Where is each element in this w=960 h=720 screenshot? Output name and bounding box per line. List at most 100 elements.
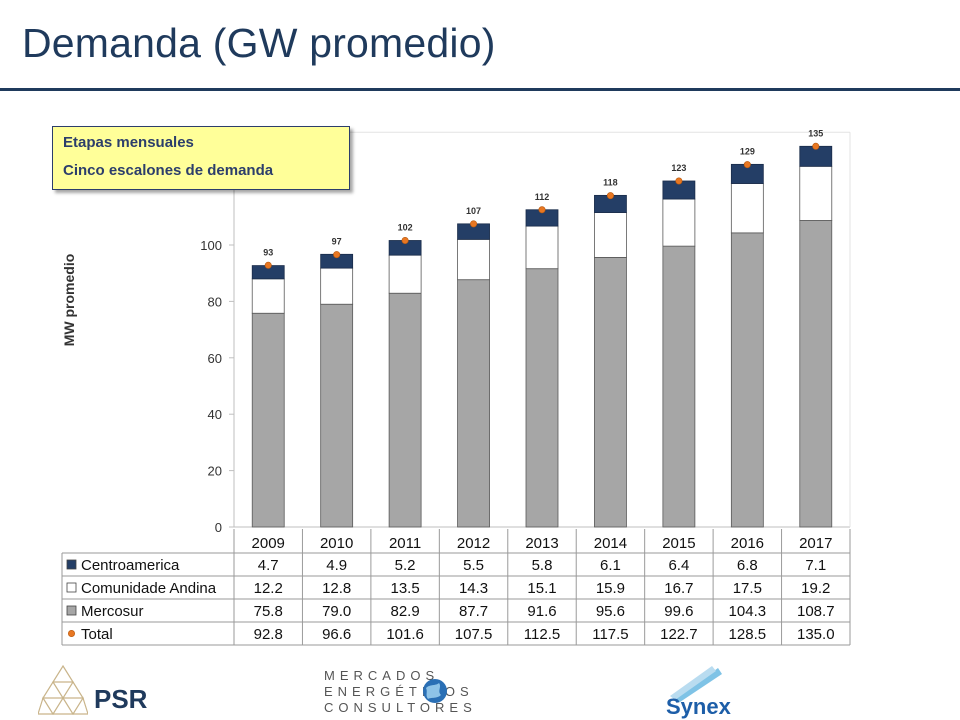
psr-triangles-icon	[38, 664, 88, 715]
total-marker	[675, 177, 683, 185]
table-cell-value: 101.6	[386, 626, 424, 643]
table-cell-value: 95.6	[596, 603, 625, 620]
table-cell-value: 107.5	[455, 626, 493, 643]
table-cell-value: 75.8	[254, 603, 283, 620]
x-category-label: 2009	[252, 535, 285, 552]
total-marker	[401, 236, 409, 244]
table-cell-value: 87.7	[459, 603, 488, 620]
bar-total-label: 93	[263, 247, 273, 257]
table-cell-value: 104.3	[729, 603, 767, 620]
table-cell-value: 6.4	[668, 557, 689, 574]
psr-logo-text: PSR	[94, 684, 148, 714]
bar-mercosur	[730, 232, 764, 528]
table-cell-value: 15.1	[527, 580, 556, 597]
table-cell-value: 5.5	[463, 557, 484, 574]
mec-logo: MERCADOS ENERGÉTICOS CONSULTORES	[324, 664, 472, 718]
table-cell-value: 117.5	[592, 626, 628, 643]
y-tick-label: 80	[208, 294, 222, 309]
note-line-1: Etapas mensuales	[63, 134, 194, 151]
demand-stacked-bar-chart: 0 20 40 60 80 100 MW promedio 93 97 102 107 112 118 1…	[61, 128, 851, 646]
table-cell-value: 12.2	[254, 580, 283, 597]
bar-mercosur	[525, 268, 559, 528]
x-category-label: 2016	[731, 535, 764, 552]
x-category-label: 2011	[389, 535, 421, 552]
bar-total-label: 123	[671, 163, 686, 173]
bar-comunidade-andina	[525, 225, 559, 270]
table-cell-value: 4.7	[258, 557, 279, 574]
y-tick-label: 100	[200, 238, 222, 253]
bar-total-label: 118	[603, 178, 618, 188]
mec-line-3: CONSULTORES	[324, 700, 477, 715]
bar-mercosur	[594, 257, 627, 528]
note-line-2: Cinco escalones de demanda	[63, 162, 274, 179]
bar-total-label: 129	[740, 147, 755, 157]
y-tick-label: 60	[208, 351, 222, 366]
table-cell-value: 91.6	[527, 603, 556, 620]
y-tick-label: 20	[208, 464, 222, 479]
table-cell-value: 99.6	[664, 603, 693, 620]
x-category-label: 2012	[457, 535, 490, 552]
note-box: Etapas mensuales Cinco escalones de dema…	[52, 126, 350, 190]
x-category-label: 2017	[799, 535, 832, 552]
bar-mercosur	[251, 312, 285, 528]
bar-mercosur	[457, 279, 490, 528]
bar-total-label: 97	[332, 237, 342, 247]
table-cell-value: 6.1	[600, 557, 621, 574]
table-cell-value: 135.0	[797, 626, 835, 643]
legend-key-swatch	[66, 559, 77, 570]
bar-total-label: 135	[808, 128, 823, 138]
table-cell-value: 7.1	[805, 557, 826, 574]
title-divider	[0, 88, 960, 91]
table-cell-value: 82.9	[391, 603, 420, 620]
table-cell-value: 13.5	[391, 580, 420, 597]
legend-label: Total	[81, 626, 113, 643]
y-tick-label: 0	[215, 520, 222, 535]
table-cell-value: 4.9	[326, 557, 347, 574]
globe-icon	[423, 679, 447, 703]
synex-logo: Synex	[664, 664, 731, 719]
bar-comunidade-andina	[388, 254, 422, 294]
table-cell-value: 96.6	[322, 626, 351, 643]
bar-mercosur	[799, 220, 833, 528]
total-marker	[538, 206, 546, 214]
x-category-label: 2010	[320, 535, 353, 552]
mec-line-2: ENERGÉTICOS	[324, 684, 474, 699]
table-cell-value: 108.7	[797, 603, 835, 620]
legend-label: Centroamerica	[81, 557, 180, 574]
page-title: Demanda (GW promedio)	[22, 20, 496, 66]
y-axis-label: MW promedio	[61, 254, 77, 347]
legend-key-swatch	[66, 582, 77, 593]
table-cell-value: 5.8	[532, 557, 553, 574]
table-cell-value: 12.8	[322, 580, 351, 597]
bar-total-label: 107	[466, 206, 481, 216]
bar-mercosur	[320, 303, 354, 528]
total-marker	[333, 251, 341, 259]
total-marker	[264, 261, 272, 269]
bar-comunidade-andina	[730, 183, 764, 234]
table-cell-value: 112.5	[524, 626, 560, 643]
table-cell-value: 16.7	[664, 580, 693, 597]
bar-comunidade-andina	[662, 198, 696, 247]
table-cell-value: 122.7	[660, 626, 698, 643]
synex-wave-icon	[670, 666, 722, 702]
synex-logo-text: Synex	[666, 694, 731, 719]
legend-label: Comunidade Andina	[81, 580, 217, 597]
x-category-label: 2015	[662, 535, 695, 552]
total-marker	[812, 142, 820, 150]
table-cell-value: 6.8	[737, 557, 758, 574]
total-marker	[470, 220, 478, 228]
total-marker	[606, 192, 614, 200]
bar-total-label: 112	[535, 192, 550, 202]
mec-line-1: MERCADOS	[324, 668, 440, 683]
table-cell-value: 5.2	[395, 557, 416, 574]
table-cell-value: 14.3	[459, 580, 488, 597]
bar-comunidade-andina	[594, 212, 627, 258]
table-cell-value: 79.0	[322, 603, 351, 620]
table-cell-value: 128.5	[729, 626, 767, 643]
table-cell-value: 15.9	[596, 580, 625, 597]
bar-comunidade-andina	[799, 165, 833, 221]
bar-mercosur	[662, 245, 696, 528]
y-tick-label: 40	[208, 407, 222, 422]
total-marker	[743, 161, 751, 169]
bar-mercosur	[388, 292, 422, 528]
